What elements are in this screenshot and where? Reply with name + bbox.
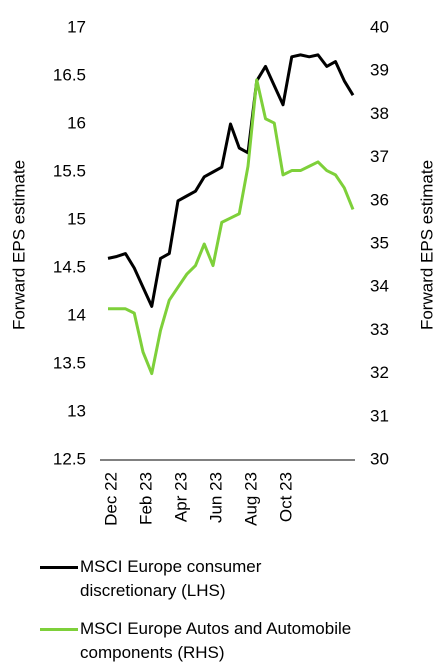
- y2-tick-label: 39: [370, 61, 389, 80]
- y-tick-label: 13.5: [53, 353, 86, 372]
- y-tick-label: 14.5: [53, 257, 86, 276]
- y-tick-label: 15: [67, 209, 86, 228]
- y2-axis-title: Forward EPS estimate: [417, 160, 436, 330]
- x-tick-label: Feb 23: [136, 472, 155, 525]
- y2-tick-label: 35: [370, 233, 389, 252]
- y-tick-label: 15.5: [53, 161, 86, 180]
- legend-item: MSCI Europe consumer discretionary (LHS): [40, 555, 340, 603]
- series-line: [107, 53, 355, 308]
- y-tick-label: 16.5: [53, 65, 86, 84]
- series-line: [108, 78, 355, 376]
- y2-tick-label: 37: [370, 147, 389, 166]
- y2-tick-label: 38: [370, 104, 389, 123]
- y2-tick-label: 32: [370, 363, 389, 382]
- y-tick-label: 16: [67, 113, 86, 132]
- y-tick-label: 14: [67, 305, 86, 324]
- y2-tick-label: 36: [370, 190, 389, 209]
- legend-swatch: [40, 628, 78, 631]
- y-axis-title: Forward EPS estimate: [9, 160, 28, 330]
- x-tick-label: Jun 23: [206, 472, 225, 523]
- y2-tick-label: 40: [370, 17, 389, 36]
- x-tick-label: Apr 23: [171, 472, 190, 522]
- y2-tick-label: 34: [370, 277, 389, 296]
- y2-tick-label: 31: [370, 406, 389, 425]
- x-tick-label: Dec 22: [101, 472, 120, 526]
- y-tick-label: 12.5: [53, 449, 86, 468]
- legend-label: MSCI Europe consumer discretionary (LHS): [80, 557, 262, 600]
- y-tick-label: 13: [67, 401, 86, 420]
- y2-tick-label: 30: [370, 449, 389, 468]
- x-tick-label: Aug 23: [241, 472, 260, 526]
- x-tick-label: Oct 23: [276, 472, 295, 522]
- y2-tick-label: 33: [370, 320, 389, 339]
- legend-swatch: [40, 566, 78, 569]
- chart: Forward EPS estimate Forward EPS estimat…: [9, 17, 436, 526]
- legend-item: MSCI Europe Autos and Automobile compone…: [40, 617, 439, 665]
- legend-label: MSCI Europe Autos and Automobile compone…: [80, 619, 352, 662]
- y-tick-label: 17: [67, 17, 86, 36]
